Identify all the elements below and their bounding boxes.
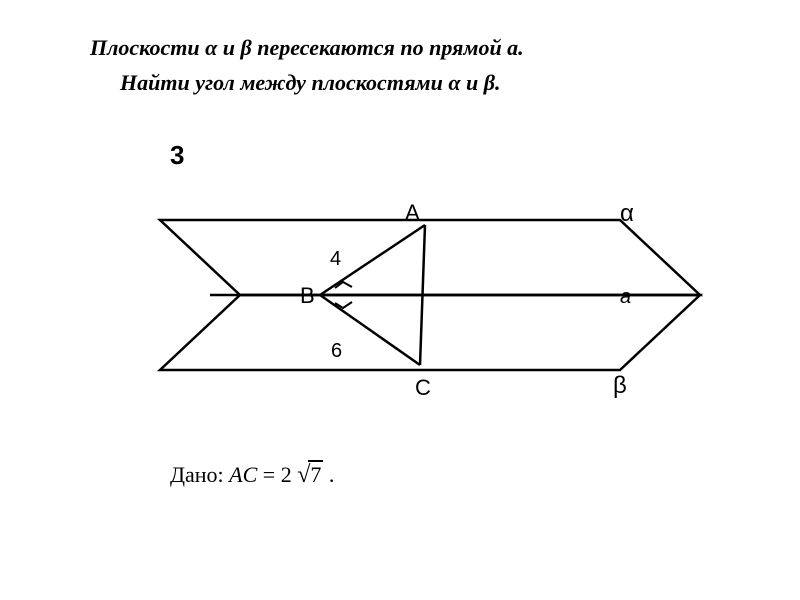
label-alpha: α	[620, 200, 634, 228]
given-equals: = 2	[257, 462, 291, 487]
sqrt-expression: √7	[297, 460, 323, 489]
label-side-AB-text: 4	[330, 248, 341, 270]
label-A: A	[405, 200, 420, 226]
title-line-1: Плоскости α и β пересекаются по прямой a…	[90, 35, 524, 61]
title-text-1: Плоскости α и β пересекаются по прямой a…	[90, 35, 524, 60]
label-B: B	[300, 283, 315, 309]
label-A-text: A	[405, 200, 420, 225]
given-suffix: .	[323, 462, 334, 487]
given-var: AC	[229, 462, 257, 487]
problem-number-value: 3	[170, 140, 184, 170]
problem-number: 3	[170, 140, 184, 171]
label-line-a-text: a	[620, 286, 631, 308]
label-beta-text: β	[613, 372, 627, 399]
given-statement: Дано: AC = 2 √7 .	[170, 460, 334, 489]
label-C: C	[415, 375, 431, 401]
label-line-a: a	[620, 286, 631, 309]
plane-alpha	[160, 220, 700, 295]
label-B-text: B	[300, 283, 315, 308]
label-side-AB: 4	[330, 248, 341, 271]
given-prefix: Дано:	[170, 462, 229, 487]
label-C-text: C	[415, 375, 431, 400]
title-text-2: Найти угол между плоскостями α и β.	[120, 70, 501, 95]
label-alpha-text: α	[620, 200, 634, 227]
title-line-2: Найти угол между плоскостями α и β.	[120, 70, 501, 96]
label-side-BC: 6	[331, 340, 342, 363]
sqrt-arg: 7	[308, 460, 323, 488]
label-beta: β	[613, 372, 627, 400]
plane-beta	[160, 295, 700, 370]
label-side-BC-text: 6	[331, 340, 342, 362]
